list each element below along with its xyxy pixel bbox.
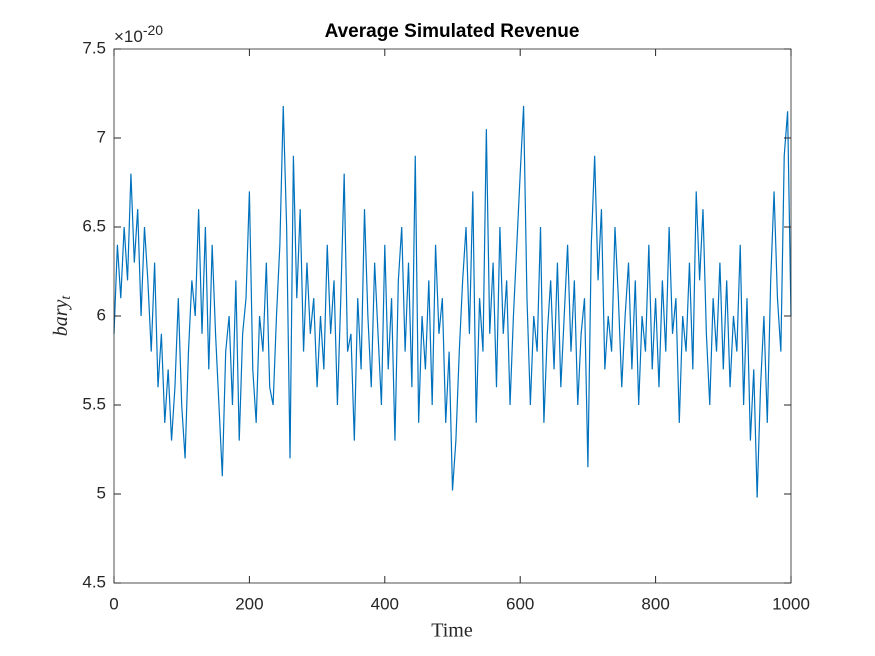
y-label-main: bary [50, 299, 72, 336]
y-tick-label: 6.5 [82, 216, 106, 235]
y-multiplier-base: ×10 [114, 27, 143, 46]
x-tick-label: 600 [506, 594, 534, 613]
x-tick-label: 800 [641, 594, 669, 613]
x-tick-label: 400 [371, 594, 399, 613]
y-tick-label: 6 [97, 305, 106, 324]
x-tick-label: 0 [109, 594, 118, 613]
data-line [113, 105, 792, 498]
y-tick-label: 5 [97, 483, 106, 502]
y-label-sub: t [59, 295, 74, 300]
y-axis-label: baryt [50, 295, 75, 337]
y-tick-label: 4.5 [82, 572, 106, 591]
chart-title: Average Simulated Revenue [325, 21, 580, 42]
y-multiplier: ×10-20 [114, 22, 163, 47]
y-multiplier-exponent: -20 [143, 22, 163, 38]
y-tick-label: 7.5 [82, 38, 106, 57]
x-tick-label: 1000 [772, 594, 810, 613]
y-tick-label: 7 [97, 127, 106, 146]
x-axis-label: Time [431, 620, 473, 642]
y-tick-label: 5.5 [82, 394, 106, 413]
x-tick-label: 200 [235, 594, 263, 613]
